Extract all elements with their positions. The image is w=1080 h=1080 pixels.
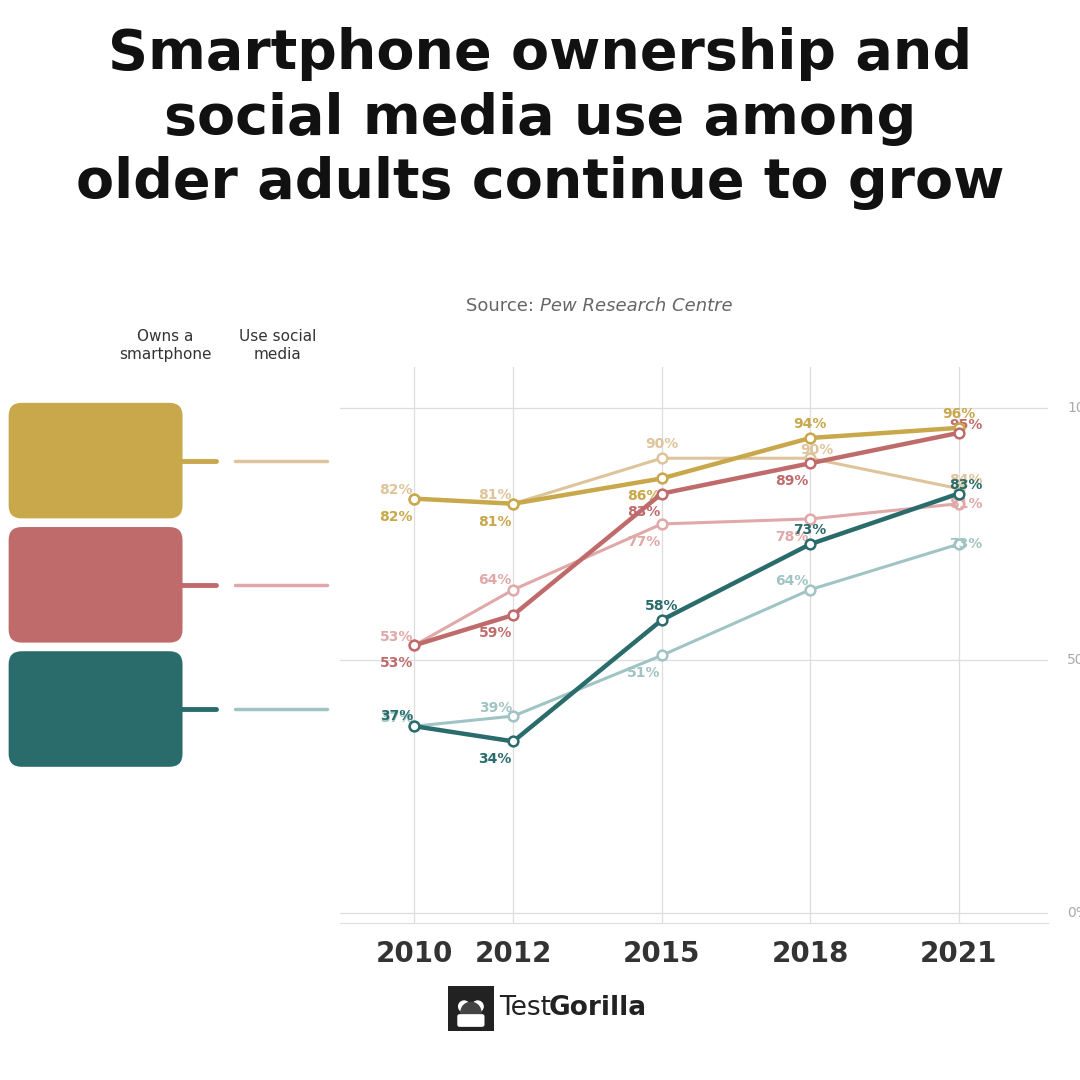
Text: Ages
30-49: Ages 30-49 [57, 559, 134, 610]
Text: 53%: 53% [380, 630, 413, 644]
Text: 86%: 86% [627, 489, 660, 503]
Text: 81%: 81% [478, 488, 512, 502]
FancyBboxPatch shape [457, 1014, 485, 1027]
Text: Use social
media: Use social media [239, 329, 316, 362]
Text: 84%: 84% [948, 473, 982, 487]
Text: 37%: 37% [380, 711, 413, 725]
Text: 94%: 94% [794, 417, 827, 431]
Text: 83%: 83% [627, 504, 660, 518]
Text: Gorilla: Gorilla [549, 995, 647, 1021]
FancyBboxPatch shape [447, 985, 495, 1032]
Text: 81%: 81% [948, 497, 982, 511]
Text: 82%: 82% [379, 510, 413, 524]
Text: 89%: 89% [775, 474, 809, 488]
Text: 59%: 59% [478, 626, 512, 640]
Text: 90%: 90% [645, 437, 678, 451]
Text: 83%: 83% [949, 478, 982, 492]
Circle shape [472, 1001, 483, 1012]
Text: Ages
50-64: Ages 50-64 [57, 684, 134, 734]
Text: 53%: 53% [380, 657, 413, 671]
Text: 96%: 96% [942, 407, 975, 421]
Text: 58%: 58% [645, 599, 678, 613]
Text: 34%: 34% [478, 753, 512, 767]
Text: 73%: 73% [794, 524, 827, 537]
Text: Smartphone ownership and
social media use among
older adults continue to grow: Smartphone ownership and social media us… [76, 27, 1004, 210]
Text: Ages
18-29: Ages 18-29 [58, 435, 133, 486]
Text: 0%: 0% [1067, 906, 1080, 920]
Text: 82%: 82% [379, 484, 413, 497]
Text: 78%: 78% [775, 530, 809, 544]
Text: 39%: 39% [478, 701, 512, 715]
Text: 50%: 50% [1067, 653, 1080, 667]
Text: 64%: 64% [478, 573, 512, 586]
Text: 81%: 81% [478, 515, 512, 529]
Circle shape [459, 1001, 470, 1012]
Text: Owns a
smartphone: Owns a smartphone [119, 329, 212, 362]
Text: 64%: 64% [775, 575, 809, 589]
Text: 90%: 90% [800, 443, 834, 457]
Text: 95%: 95% [949, 418, 982, 432]
Text: 73%: 73% [949, 537, 982, 551]
Text: Test: Test [499, 995, 551, 1021]
Text: 100%: 100% [1067, 401, 1080, 415]
Text: Source:: Source: [467, 297, 540, 315]
Circle shape [461, 1002, 481, 1023]
Text: 37%: 37% [380, 710, 413, 724]
Text: 51%: 51% [626, 666, 661, 680]
Text: 77%: 77% [627, 535, 660, 549]
Text: Pew Research Centre: Pew Research Centre [540, 297, 732, 315]
